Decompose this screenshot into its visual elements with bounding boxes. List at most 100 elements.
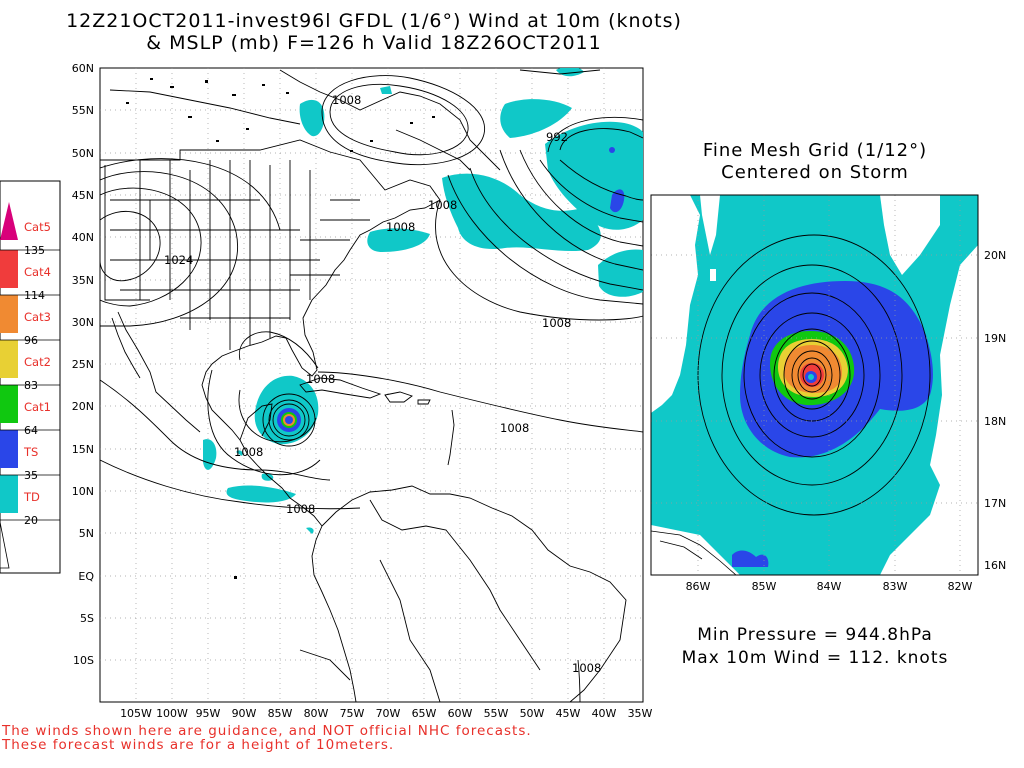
lat-label: 10S [73,654,94,667]
legend-threshold: 20 [24,514,38,527]
fine-lat-label: 19N [984,332,1006,345]
fine-mesh-title-line-1: Fine Mesh Grid (1/12°) [702,140,928,161]
fine-mesh-eye [808,374,814,380]
fine-lon-label: 83W [883,580,908,593]
isobars [100,75,643,702]
fine-lat-label: 20N [984,249,1006,262]
storm-stats: Min Pressure = 944.8hPa Max 10m Wind = 1… [650,624,980,670]
disclaimer-line-2: These forecast winds are for a height of… [2,737,395,753]
fine-mesh-title-line-2: Centered on Storm [721,162,909,183]
max-wind: Max 10m Wind = 112. knots [681,648,949,668]
lon-label: 75W [340,707,365,720]
legend-swatch-cat2 [0,340,18,378]
isobar-label: 1008 [234,445,263,459]
isobar-label: 1008 [542,316,571,330]
lon-label: 95W [196,707,221,720]
legend-separators [0,249,60,521]
legend-td-label: TD [23,490,40,504]
fine-lat-label: 18N [984,415,1006,428]
legend-cat5-label: Cat5 [24,220,51,234]
legend-ts-label: TS [23,445,38,459]
fine-lon-label: 84W [817,580,842,593]
lon-label: 60W [448,707,473,720]
legend-swatch-ts [0,430,18,468]
legend-swatches [0,202,18,569]
legend-swatch-td [0,475,18,513]
lat-label: 45N [72,189,94,202]
isobar-label: 1024 [164,253,193,267]
lon-label: 55W [484,707,509,720]
legend-threshold: 64 [24,424,38,437]
legend-threshold: 96 [24,334,38,347]
fine-lon-label: 85W [752,580,777,593]
lon-label: 100W [156,707,188,720]
fine-mesh-frame [650,194,979,576]
lat-label: 30N [72,316,94,329]
isobar-label: 1008 [572,661,601,675]
lat-label: 35N [72,274,94,287]
isobar-label: 1008 [386,220,415,234]
legend-threshold: 135 [24,244,45,257]
fine-mesh-lon-axis: 86W 85W 84W 83W 82W [686,580,973,593]
lat-label: 60N [72,62,94,75]
min-pressure: Min Pressure = 944.8hPa [697,625,933,645]
lon-label: 35W [628,707,653,720]
fine-mesh-coast [651,530,737,575]
lat-label: 20N [72,400,94,413]
legend-threshold: 114 [24,289,45,302]
fine-mesh-map: 20N 19N 18N 17N 16N 86W 85W 84W 83W 82W [650,194,1006,593]
isobar-label: 992 [546,130,568,144]
lat-label: 50N [72,147,94,160]
legend-threshold: 83 [24,379,38,392]
lon-label: 40W [592,707,617,720]
map-lat-axis: 60N 55N 50N 45N 40N 35N 30N 25N 20N 15N … [72,62,95,667]
fine-lat-label: 16N [984,559,1006,572]
fine-mesh-gridlines [651,195,978,575]
lon-label: 85W [268,707,293,720]
lon-label: 105W [120,707,152,720]
title-line-1: 12Z21OCT2011-invest96l GFDL (1/6°) Wind … [66,10,682,32]
lat-label: EQ [78,570,94,583]
lon-label: 50W [520,707,545,720]
lon-label: 80W [304,707,329,720]
legend-cat3-label: Cat3 [24,310,51,324]
lon-label: 65W [412,707,437,720]
wind-legend: Cat5 135 Cat4 114 Cat3 96 Cat2 83 Cat1 6… [0,180,61,574]
title-line-2: & MSLP (mb) F=126 h Valid 18Z26OCT2011 [146,32,602,54]
legend-swatch-cat1 [0,385,18,423]
lat-label: 15N [72,443,94,456]
lat-label: 25N [72,358,94,371]
fine-lat-label: 17N [984,497,1006,510]
isobar-labels: 1008 992 1008 1008 1024 1008 1008 1008 1… [164,93,601,675]
coastlines [100,69,627,702]
main-map: 1008 992 1008 1008 1024 1008 1008 1008 1… [72,62,653,720]
legend-threshold: 35 [24,469,38,482]
map-lon-axis: 105W 100W 95W 90W 85W 80W 75W 70W 65W 60… [120,707,652,720]
lat-label: 55N [72,104,94,117]
isobar-label: 1008 [500,421,529,435]
fine-mesh-ts-patch [732,550,769,567]
legend-swatch-cat5 [0,202,18,240]
isobar-label: 1008 [306,372,335,386]
fine-mesh-lat-axis: 20N 19N 18N 17N 16N [984,249,1006,572]
legend-cat4-label: Cat4 [24,265,51,279]
legend-swatch-cat4 [0,250,18,288]
fine-lon-label: 82W [948,580,973,593]
chart-title: 12Z21OCT2011-invest96l GFDL (1/6°) Wind … [0,10,748,54]
isobar-label: 1008 [428,198,457,212]
disclaimer-line-1: The winds shown here are guidance, and N… [2,723,532,739]
fine-lon-label: 86W [686,580,711,593]
disclaimer: The winds shown here are guidance, and N… [2,724,702,752]
lat-label: 5S [80,612,94,625]
lat-label: 40N [72,231,94,244]
legend-cat1-label: Cat1 [24,400,51,414]
lon-label: 90W [232,707,257,720]
fine-mesh-title: Fine Mesh Grid (1/12°) Centered on Storm [650,140,980,184]
lat-label: 5N [79,527,94,540]
legend-swatch-cat3 [0,295,18,333]
isobar-label: 1008 [332,93,361,107]
legend-cat2-label: Cat2 [24,355,51,369]
lat-label: 10N [72,485,94,498]
isobar-label: 1008 [286,502,315,516]
lon-label: 45W [556,707,581,720]
